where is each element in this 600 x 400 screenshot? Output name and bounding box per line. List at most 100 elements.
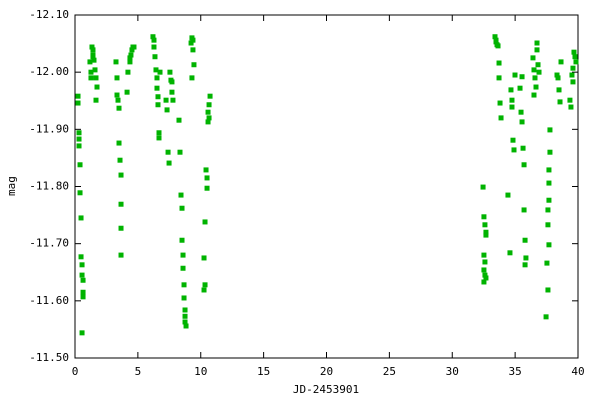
- data-point: [522, 262, 528, 268]
- data-point: [93, 97, 99, 103]
- data-point: [118, 172, 124, 178]
- data-point: [155, 94, 161, 100]
- data-point: [183, 323, 189, 329]
- data-point: [547, 127, 553, 133]
- data-point: [115, 97, 121, 103]
- data-point: [530, 55, 536, 61]
- data-point: [176, 117, 182, 123]
- data-point: [150, 34, 156, 40]
- x-tick-label: 25: [383, 365, 396, 378]
- data-point: [93, 75, 99, 81]
- data-point: [92, 67, 98, 73]
- x-tick-label: 30: [446, 365, 459, 378]
- data-point: [534, 47, 540, 53]
- data-point: [80, 289, 86, 295]
- data-point: [91, 57, 97, 63]
- data-point: [204, 185, 210, 191]
- data-point: [521, 162, 527, 168]
- data-point: [152, 54, 158, 60]
- data-point: [155, 102, 161, 108]
- data-point: [77, 190, 83, 196]
- data-point: [497, 100, 503, 106]
- data-point: [569, 72, 575, 78]
- data-point: [481, 214, 487, 220]
- x-tick-label: 20: [320, 365, 333, 378]
- data-point: [114, 92, 120, 98]
- data-point: [521, 207, 527, 213]
- data-point: [177, 149, 183, 155]
- data-point: [153, 67, 159, 73]
- data-point: [76, 143, 82, 149]
- data-point: [481, 252, 487, 258]
- x-tick-label: 15: [257, 365, 270, 378]
- data-point: [545, 207, 551, 213]
- data-point: [127, 59, 133, 65]
- data-point: [558, 59, 564, 65]
- data-point: [531, 92, 537, 98]
- data-point: [190, 37, 196, 43]
- data-point: [89, 44, 95, 50]
- data-point: [483, 275, 489, 281]
- data-point: [156, 130, 162, 136]
- data-point: [205, 109, 211, 115]
- data-point: [534, 40, 540, 46]
- data-point: [114, 75, 120, 81]
- data-point: [557, 99, 563, 105]
- data-point: [481, 267, 487, 273]
- data-point: [570, 79, 576, 85]
- data-point: [166, 160, 172, 166]
- data-point: [498, 115, 504, 121]
- data-point: [163, 97, 169, 103]
- data-point: [76, 130, 82, 136]
- data-point: [124, 89, 130, 95]
- data-point: [202, 282, 208, 288]
- y-tick-label: -12.00: [29, 65, 69, 78]
- data-point: [568, 104, 574, 110]
- data-point: [482, 259, 488, 265]
- data-point: [201, 255, 207, 261]
- data-point: [519, 119, 525, 125]
- data-point: [79, 272, 85, 278]
- data-point: [165, 149, 171, 155]
- data-point: [535, 62, 541, 68]
- y-tick-label: -11.60: [29, 294, 69, 307]
- data-point: [512, 72, 518, 78]
- data-point: [178, 192, 184, 198]
- data-point: [509, 97, 515, 103]
- data-point: [128, 52, 134, 58]
- data-point: [518, 109, 524, 115]
- data-point: [508, 87, 514, 93]
- data-point: [201, 287, 207, 293]
- data-point: [546, 242, 552, 248]
- data-point: [511, 147, 517, 153]
- data-point: [207, 93, 213, 99]
- data-point: [80, 294, 86, 300]
- data-point: [571, 49, 577, 55]
- data-point: [545, 222, 551, 228]
- data-point: [90, 54, 96, 60]
- data-point: [533, 84, 539, 90]
- data-point: [113, 59, 119, 65]
- x-tick-label: 10: [194, 365, 207, 378]
- data-point: [505, 192, 511, 198]
- data-point: [169, 89, 175, 95]
- data-point: [554, 72, 560, 78]
- data-point: [151, 44, 157, 50]
- data-point: [510, 137, 516, 143]
- data-point: [481, 279, 487, 285]
- data-point: [125, 69, 131, 75]
- data-point: [483, 229, 489, 235]
- data-point: [545, 287, 551, 293]
- data-point: [79, 262, 85, 268]
- data-point: [495, 43, 501, 49]
- data-point: [87, 59, 93, 65]
- data-point: [88, 75, 94, 81]
- data-point: [203, 167, 209, 173]
- data-point: [129, 47, 135, 53]
- x-axis-label: JD-2453901: [293, 383, 359, 396]
- data-point: [523, 255, 529, 261]
- data-point: [519, 74, 525, 80]
- data-point: [94, 84, 100, 90]
- data-point: [182, 307, 188, 313]
